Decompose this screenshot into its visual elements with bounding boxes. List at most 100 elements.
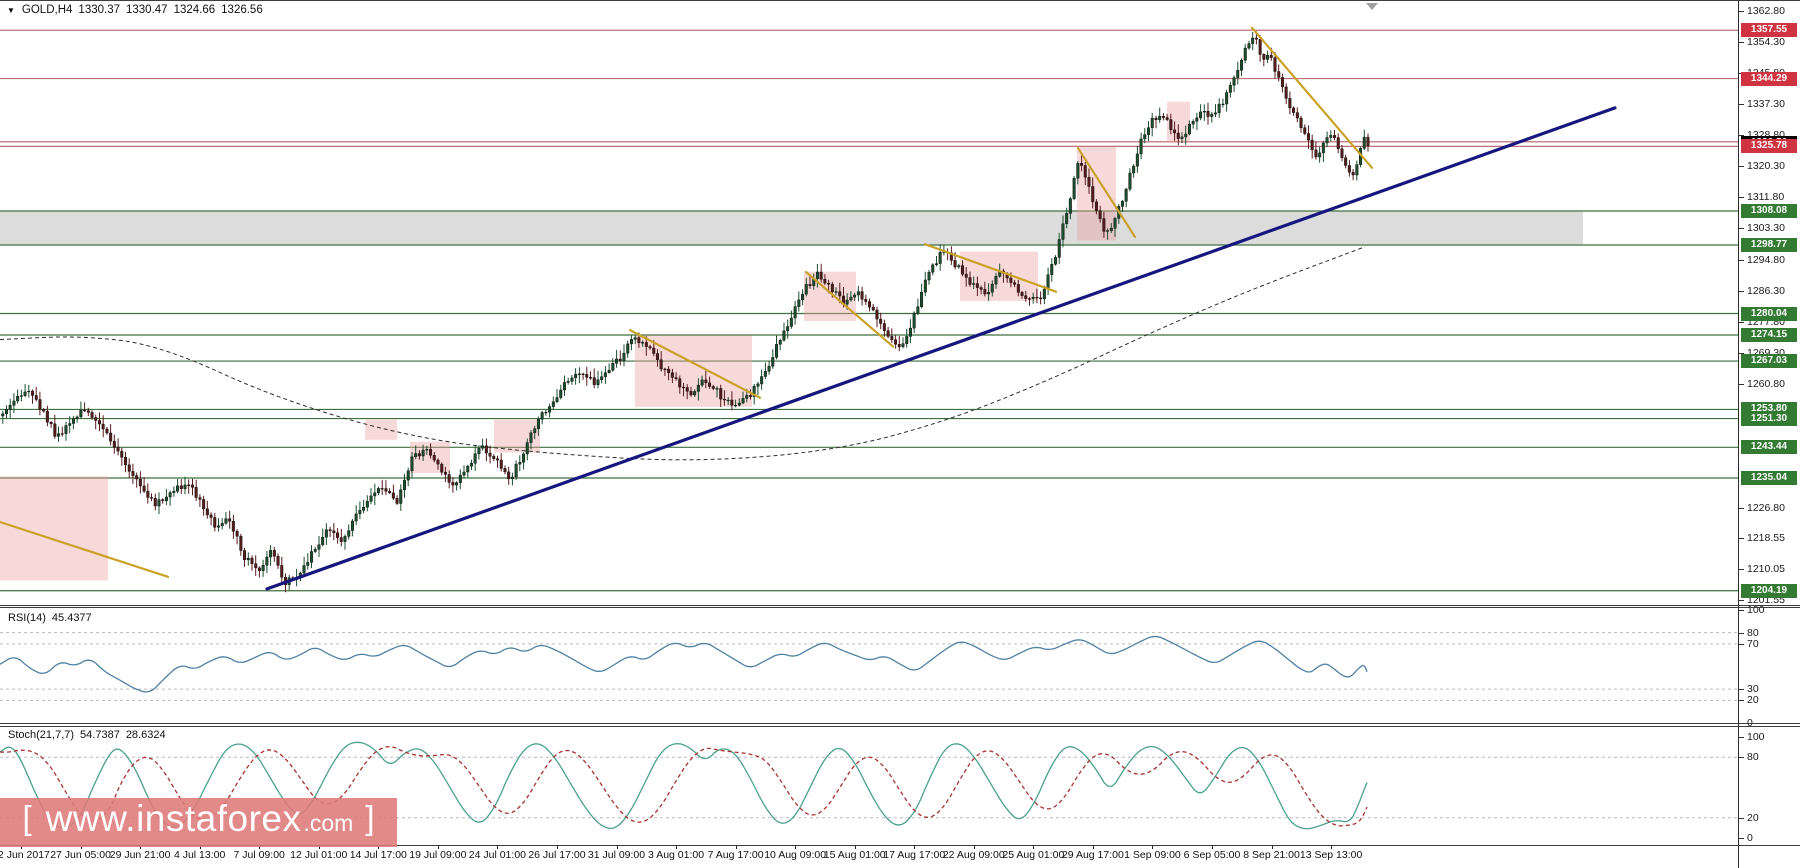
- price-level-badge-red: 1325.78: [1741, 139, 1797, 154]
- time-axis-tick-mark: [1092, 845, 1094, 849]
- symbol-dropdown-icon[interactable]: ▼: [7, 5, 15, 15]
- time-axis-tick-mark: [676, 845, 678, 849]
- price-level-badge-green: 1298.77: [1741, 238, 1797, 253]
- price-axis-tick-label: 1303.30: [1747, 222, 1785, 235]
- time-axis-tick-mark: [973, 845, 975, 849]
- time-axis-label: 13 Sep 13:00: [1299, 849, 1363, 861]
- time-axis-border: [0, 845, 1800, 846]
- price-axis-tick-label: 1218.55: [1747, 532, 1785, 545]
- price-axis-tick-mark: [1739, 700, 1744, 702]
- price-axis-tick-mark: [1739, 42, 1744, 44]
- price-axis-tick-mark: [1739, 10, 1744, 12]
- time-axis-label: 29 Jun 21:00: [109, 849, 171, 861]
- time-axis-tick-mark: [1271, 845, 1273, 849]
- price-axis-tick-label: 1210.05: [1747, 563, 1785, 576]
- watermark-bracket-right: ]: [365, 799, 375, 836]
- price-level-badge-green: 1267.03: [1741, 354, 1797, 369]
- time-axis-label: 7 Aug 17:00: [707, 849, 764, 861]
- price-axis-tick-mark: [1739, 259, 1744, 261]
- time-axis-tick-mark: [378, 845, 380, 849]
- price-axis-tick-label: 20: [1747, 694, 1759, 707]
- price-level-badge-green: 1274.15: [1741, 328, 1797, 343]
- price-level-badge-red: 1344.29: [1741, 71, 1797, 86]
- time-axis-label: 29 Aug 17:00: [1061, 849, 1124, 861]
- price-axis-tick-label: 1362.80: [1747, 4, 1785, 17]
- price-axis-tick-label: 1260.80: [1747, 377, 1785, 390]
- ohlc-close: 1326.56: [221, 4, 263, 16]
- time-axis-tick-mark: [616, 845, 618, 849]
- price-axis-tick-mark: [1739, 643, 1744, 645]
- price-axis-tick-label: 1294.80: [1747, 253, 1785, 266]
- time-axis-tick-mark: [1033, 845, 1035, 849]
- price-axis-tick-mark: [1739, 600, 1744, 602]
- main-panel-separator[interactable]: [0, 605, 1800, 606]
- price-axis-tick-mark: [1739, 737, 1744, 738]
- rsi-indicator-panel[interactable]: [0, 607, 1738, 725]
- price-axis-tick-mark: [1739, 538, 1744, 540]
- price-level-badge-green: 1308.08: [1741, 204, 1797, 218]
- time-axis-label: 15 Aug 01:00: [823, 849, 886, 861]
- price-axis-tick-label: 1226.80: [1747, 502, 1785, 515]
- price-axis-tick-mark: [1739, 610, 1744, 611]
- time-axis-label: 1 Sep 09:00: [1124, 849, 1181, 861]
- time-axis-tick-mark: [318, 845, 320, 849]
- price-level-badge-green: 1243.44: [1741, 440, 1797, 455]
- price-axis-tick-mark: [1739, 838, 1744, 839]
- price-axis-tick-label: 30: [1747, 683, 1759, 696]
- rsi-panel-separator[interactable]: [0, 723, 1800, 724]
- time-axis-tick-mark: [497, 845, 499, 849]
- time-axis-tick-mark: [437, 845, 439, 849]
- time-axis-tick-mark: [1212, 845, 1213, 849]
- price-axis-tick-label: 80: [1747, 626, 1759, 639]
- price-axis-tick-label: 1354.30: [1747, 36, 1785, 49]
- price-axis-tick-mark: [1739, 290, 1744, 292]
- time-axis-label: 27 Jun 05:00: [50, 849, 111, 861]
- watermark-bracket-left: [: [22, 799, 32, 836]
- price-axis-tick-mark: [1739, 321, 1744, 323]
- ohlc-high: 1330.47: [126, 4, 168, 16]
- time-axis-tick-mark: [914, 845, 916, 849]
- price-axis-tick-mark: [1739, 166, 1744, 168]
- price-axis-tick-mark: [1739, 197, 1744, 199]
- time-axis-tick-mark: [259, 845, 261, 849]
- price-axis-tick-mark: [1739, 569, 1744, 571]
- price-axis-tick-label: 100: [1747, 731, 1765, 743]
- time-axis-label: 4 Jul 13:00: [173, 849, 226, 861]
- time-axis-label: 22 Jun 2017: [0, 849, 50, 861]
- time-axis-label: 19 Jul 09:00: [409, 849, 467, 861]
- time-axis-label: 3 Aug 01:00: [648, 849, 705, 861]
- chart-title-bar: ▼ GOLD,H4 1330.37 1330.47 1324.66 1326.5…: [7, 4, 263, 16]
- price-axis-tick-mark: [1739, 508, 1744, 510]
- time-axis-tick-mark: [795, 845, 797, 849]
- ohlc-open: 1330.37: [78, 4, 120, 16]
- price-axis-tick-label: 1337.30: [1747, 98, 1785, 111]
- time-axis-tick-mark: [21, 845, 22, 849]
- watermark-tld-text: .com: [303, 810, 354, 836]
- chart-top-border: [0, 0, 1800, 1]
- time-axis-tick-mark: [140, 845, 142, 849]
- time-axis-label: 6 Sep 05:00: [1183, 849, 1241, 861]
- time-axis-tick-mark: [199, 845, 201, 849]
- price-axis-tick-mark: [1739, 228, 1744, 230]
- stoch-panel-top-border: [0, 726, 1800, 727]
- time-axis-label: 24 Jul 01:00: [468, 849, 526, 861]
- watermark-domain-text: www.instaforex: [45, 798, 302, 839]
- main-price-chart[interactable]: [0, 0, 1738, 605]
- price-axis-tick-label: 70: [1747, 637, 1759, 650]
- time-axis-tick-mark: [1331, 845, 1333, 849]
- price-axis-tick-mark: [1739, 383, 1744, 385]
- price-axis[interactable]: 1362.801354.301345.801337.301328.801320.…: [1738, 0, 1800, 868]
- symbol-period-label: GOLD,H4: [21, 4, 73, 16]
- price-axis-tick-mark: [1739, 352, 1744, 354]
- price-axis-tick-label: 0: [1747, 832, 1753, 844]
- time-axis-tick-mark: [1152, 845, 1154, 849]
- price-axis-tick-label: 1320.30: [1747, 160, 1785, 173]
- instaforex-watermark: [ www.instaforex .com ]: [0, 798, 397, 847]
- price-axis-tick-mark: [1739, 757, 1744, 759]
- time-axis-tick-mark: [735, 845, 737, 849]
- price-axis-tick-mark: [1739, 104, 1744, 106]
- time-axis-label: 7 Jul 09:00: [233, 849, 285, 861]
- rsi-panel-top-border: [0, 607, 1800, 608]
